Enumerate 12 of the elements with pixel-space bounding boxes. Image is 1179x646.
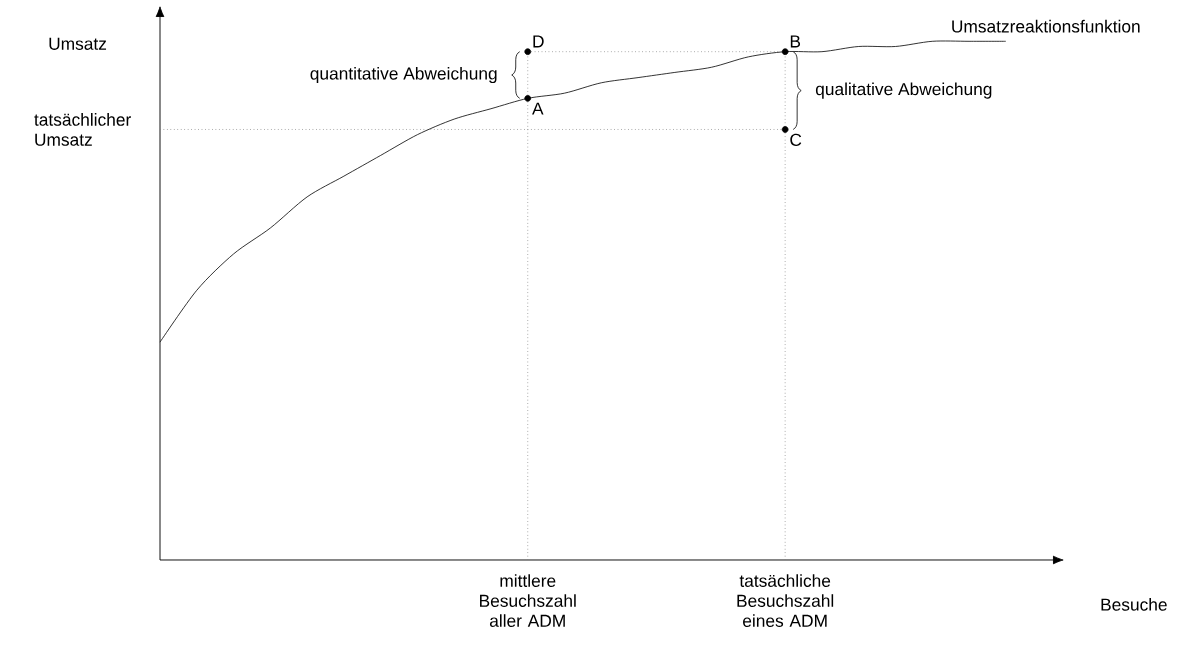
annotation: D [533, 35, 544, 48]
annotation: C [790, 133, 802, 147]
annotation: A [532, 102, 544, 115]
y-axis-title: Umsatz [49, 37, 107, 50]
x-tick-label: tatsächliche Besuchszahl eines ADM [737, 574, 834, 627]
annotation: qualitative Abweichung [815, 82, 992, 99]
ref-line-label: tatsächlicher Umsatz [34, 113, 131, 146]
annotation: B [790, 35, 801, 48]
series-label: Umsatzreaktionsfunktion [952, 19, 1140, 33]
x-axis-title: Besuche [1101, 598, 1167, 611]
x-tick-label: mittlere Besuchszahl aller ADM [480, 574, 576, 627]
annotation: quantitative Abweichung [310, 66, 497, 84]
